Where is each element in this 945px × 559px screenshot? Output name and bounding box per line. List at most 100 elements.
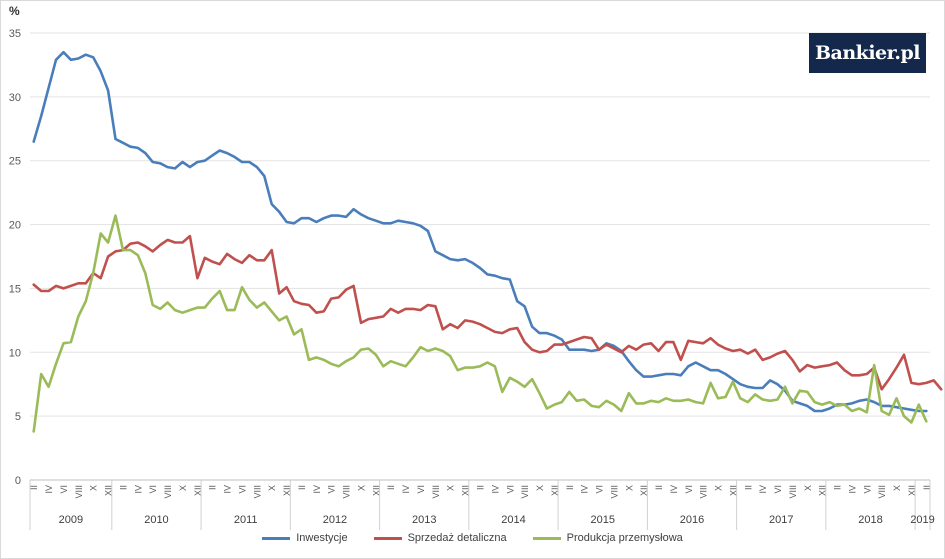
- year-label: 2015: [590, 514, 614, 526]
- year-label: 2009: [59, 514, 83, 526]
- legend-label-sprzedaz: Sprzedaż detaliczna: [407, 532, 507, 544]
- legend-item-inwestycje: Inwestycje: [262, 532, 348, 544]
- y-tick-label: 35: [9, 28, 21, 40]
- x-tick-label: VI: [595, 485, 605, 494]
- x-tick-label: II: [654, 485, 664, 490]
- x-tick-label: VI: [505, 485, 515, 494]
- year-label: 2010: [144, 514, 168, 526]
- year-label: 2011: [234, 514, 258, 526]
- year-labels: 2009 2010 2011 2012 2013 2014 2015 2016 2017 2018…: [29, 480, 935, 530]
- legend-swatch-sprzedaz: [373, 536, 402, 540]
- series-line-2: [32, 234, 943, 391]
- year-label: 2014: [501, 514, 525, 526]
- x-tick-label: VI: [237, 485, 247, 494]
- legend-swatch-produkcja: [532, 536, 561, 540]
- series-lines: [32, 50, 943, 433]
- x-tick-label: VI: [416, 485, 426, 494]
- y-tick-label: 30: [9, 92, 21, 104]
- x-tick-label: VI: [773, 485, 783, 494]
- year-label: 2016: [680, 514, 704, 526]
- x-tick-label: XII: [461, 485, 471, 496]
- x-tick-label: II: [386, 485, 396, 490]
- x-tick-label: X: [356, 485, 366, 491]
- x-tick-label: XII: [818, 485, 828, 496]
- x-tick-label: II: [743, 485, 753, 490]
- bankier-logo: Bankier.pl: [809, 33, 926, 73]
- legend-item-sprzedaz: Sprzedaż detaliczna: [373, 532, 507, 544]
- year-label: 2013: [412, 514, 436, 526]
- grid-lines: [30, 32, 930, 481]
- x-tick-label: XII: [550, 485, 560, 496]
- x-tick-label: VIII: [74, 485, 84, 499]
- x-tick-label: IV: [223, 485, 233, 494]
- year-label: 2017: [769, 514, 793, 526]
- x-tick-label: X: [892, 485, 902, 491]
- x-tick-label: X: [803, 485, 813, 491]
- y-tick-label: 5: [15, 411, 21, 423]
- x-tick-label: VIII: [609, 485, 619, 499]
- x-tick-label: XII: [193, 485, 203, 496]
- x-tick-label: VIII: [431, 485, 441, 499]
- y-tick-label: 20: [9, 220, 21, 232]
- x-tick-label: VIII: [788, 485, 798, 499]
- series-line-1: [32, 50, 928, 413]
- x-tick-label: II: [118, 485, 128, 490]
- x-tick-label: X: [267, 485, 277, 491]
- x-tick-labels: II IV VI VIII X XII II IV VI VIII X XII II IV VI VIII X X…: [29, 485, 932, 499]
- x-tick-label: IV: [401, 485, 411, 494]
- x-tick-label: II: [565, 485, 575, 490]
- y-tick-label: 10: [9, 347, 21, 359]
- x-tick-label: X: [446, 485, 456, 491]
- x-tick-label: XII: [104, 485, 114, 496]
- x-tick-label: X: [89, 485, 99, 491]
- legend-label-produkcja: Produkcja przemysłowa: [566, 532, 683, 544]
- x-tick-label: XII: [371, 485, 381, 496]
- x-tick-label: II: [297, 485, 307, 490]
- series-line-3: [32, 214, 928, 433]
- year-label: 2018: [858, 514, 882, 526]
- x-tick-label: VIII: [520, 485, 530, 499]
- legend-label-inwestycje: Inwestycje: [296, 532, 348, 544]
- x-tick-label: VIII: [699, 485, 709, 499]
- x-tick-label: IV: [580, 485, 590, 494]
- x-tick-label: IV: [44, 485, 54, 494]
- y-axis-unit-label: %: [9, 4, 20, 18]
- x-tick-label: II: [922, 485, 932, 490]
- x-tick-label: VI: [862, 485, 872, 494]
- x-tick-label: IV: [758, 485, 768, 494]
- x-tick-label: IV: [312, 485, 322, 494]
- x-tick-label: X: [535, 485, 545, 491]
- y-tick-label: 15: [9, 283, 21, 295]
- year-label: 2012: [323, 514, 347, 526]
- x-tick-label: IV: [847, 485, 857, 494]
- legend-item-produkcja: Produkcja przemysłowa: [532, 532, 683, 544]
- x-tick-label: II: [208, 485, 218, 490]
- x-tick-label: VIII: [342, 485, 352, 499]
- y-tick-labels: 0 5 10 15 20 25 30 35: [9, 28, 21, 487]
- y-tick-label: 0: [15, 475, 21, 487]
- y-tick-label: 25: [9, 156, 21, 168]
- x-tick-label: XII: [728, 485, 738, 496]
- x-tick-label: IV: [133, 485, 143, 494]
- x-tick-label: XII: [639, 485, 649, 496]
- legend-swatch-inwestycje: [262, 536, 291, 540]
- x-tick-label: XII: [907, 485, 917, 496]
- x-tick-label: IV: [669, 485, 679, 494]
- x-tick-label: X: [624, 485, 634, 491]
- x-tick-label: XII: [282, 485, 292, 496]
- x-tick-label: IV: [490, 485, 500, 494]
- chart-legend: Inwestycje Sprzedaż detaliczna Produkcja…: [0, 532, 945, 544]
- x-tick-label: VI: [684, 485, 694, 494]
- x-tick-label: VI: [59, 485, 69, 494]
- year-label: 2019: [910, 514, 934, 526]
- x-tick-label: II: [833, 485, 843, 490]
- x-tick-label: VIII: [877, 485, 887, 499]
- x-tick-label: VI: [148, 485, 158, 494]
- x-tick-label: VI: [327, 485, 337, 494]
- x-tick-label: II: [476, 485, 486, 490]
- x-tick-label: VIII: [163, 485, 173, 499]
- x-tick-label: VIII: [252, 485, 262, 499]
- x-tick-label: X: [714, 485, 724, 491]
